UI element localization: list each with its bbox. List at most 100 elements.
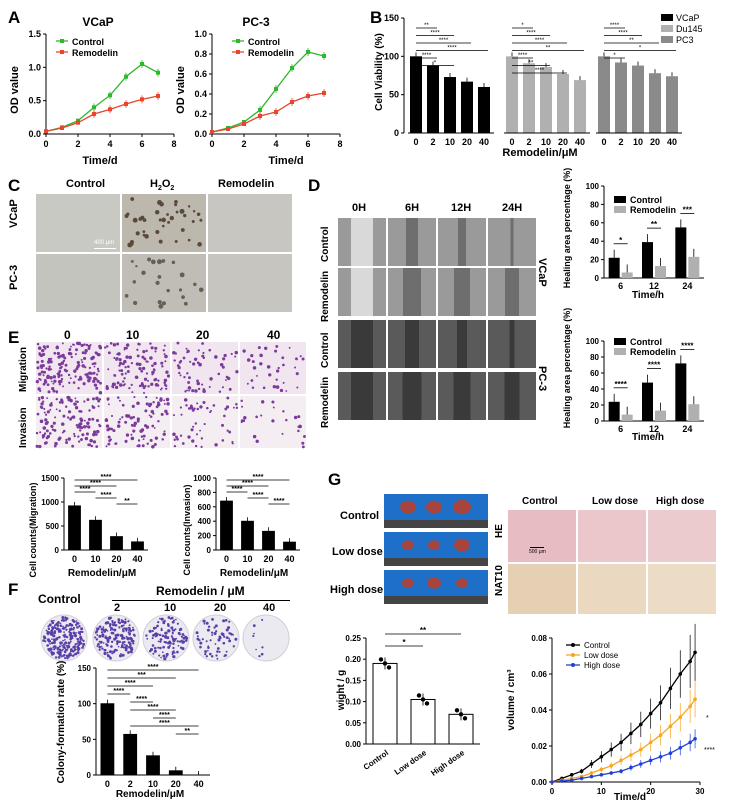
cell-dot — [234, 350, 239, 355]
bar-remodelin — [655, 266, 666, 278]
colony-dot — [73, 632, 76, 635]
y-axis-label: volume / cm³ — [506, 669, 517, 731]
sig-label: * — [619, 236, 623, 245]
colony-dot — [113, 637, 117, 641]
colony-dot — [98, 640, 101, 643]
colony-dot — [97, 627, 100, 631]
y-tick-label: 50 — [82, 735, 91, 744]
cell-dot — [242, 419, 246, 423]
cell-dot — [65, 369, 68, 373]
cell-dot — [76, 400, 79, 404]
cell-dot — [193, 357, 198, 361]
colony-dot — [50, 631, 53, 634]
cell-dot — [226, 396, 230, 400]
cell-dot — [84, 373, 87, 376]
colony-dot — [61, 615, 65, 619]
cell-dot — [82, 382, 86, 386]
cell-dot — [174, 352, 178, 355]
scratch-image — [388, 372, 436, 420]
c-row-pc3: PC-3 — [8, 264, 20, 290]
cell-dot — [87, 417, 91, 421]
colony-dot — [154, 635, 157, 638]
data-point — [609, 747, 613, 752]
colony-dot — [230, 632, 233, 636]
c-row-vcap: VCaP — [8, 199, 20, 228]
cell-dot — [53, 379, 57, 383]
cell-dot — [66, 416, 70, 419]
cell-dot — [208, 386, 211, 389]
colony-dot — [129, 636, 132, 640]
cell-dot — [47, 390, 51, 394]
cell-dot — [137, 342, 141, 346]
cell-dot — [187, 435, 191, 439]
data-point — [290, 66, 294, 70]
x-tick-label: 2 — [526, 137, 531, 147]
sig-label: **** — [113, 688, 124, 695]
cell-dot — [37, 388, 40, 391]
cell-dot — [162, 432, 166, 436]
colony-dot — [95, 630, 99, 633]
cell-dot — [46, 410, 50, 414]
colony-dot — [78, 640, 82, 644]
cell-dot — [154, 350, 157, 353]
colony-dot — [255, 648, 257, 651]
data-point — [688, 704, 692, 709]
sig-label: * — [613, 53, 616, 59]
colony-dot — [98, 625, 101, 628]
cell-dot — [59, 366, 62, 370]
data-point — [242, 120, 246, 124]
cell-dot — [142, 350, 146, 354]
cell-dot — [140, 435, 144, 438]
cell-dot — [98, 346, 103, 350]
x-tick-label: 6 — [305, 139, 310, 149]
colony-dot — [117, 621, 120, 624]
cell-dot — [281, 356, 285, 360]
cell-dot — [173, 438, 176, 441]
colony-dot — [97, 643, 100, 646]
colony-dot — [109, 616, 113, 619]
colony-dot — [127, 629, 131, 632]
colony-dot — [260, 652, 264, 656]
x-tick-label: 4 — [273, 139, 278, 149]
colony-dot — [49, 647, 53, 651]
colony-dot — [130, 648, 134, 651]
cell-dot — [200, 437, 204, 440]
cell-dot — [65, 438, 68, 442]
colony-dot — [128, 633, 131, 636]
data-point — [306, 50, 310, 54]
cell-dot — [252, 434, 257, 439]
colony-dot — [42, 635, 46, 639]
cell-dot — [54, 416, 57, 419]
tumor — [453, 499, 471, 515]
cell-dot — [107, 403, 110, 406]
panel-letter-a: A — [8, 8, 21, 27]
colony-dot — [124, 618, 127, 621]
colony-dot — [55, 637, 59, 641]
cell-dot — [285, 418, 288, 422]
cell-dot — [77, 378, 81, 381]
colony-dot — [171, 653, 174, 656]
cell-dot — [77, 387, 80, 390]
transwell-image — [172, 342, 238, 394]
cell-dot — [52, 389, 56, 393]
cell-dot — [105, 424, 110, 428]
colony-dot — [49, 632, 53, 636]
cell-dot — [39, 431, 42, 434]
ruler — [384, 520, 488, 528]
x-tick-label: 0 — [413, 137, 418, 147]
cell-dot — [47, 357, 52, 361]
x-tick-label: 2 — [128, 779, 133, 789]
cell-dot — [136, 401, 140, 406]
colony-dot — [114, 636, 118, 640]
colony-dot — [112, 650, 114, 653]
colony-dot — [53, 631, 56, 634]
colony-dot — [63, 653, 66, 657]
colony-dot — [224, 618, 228, 622]
colony-dot — [55, 627, 59, 631]
colony-dot — [48, 623, 52, 627]
tumor — [428, 540, 440, 550]
colony-dot — [164, 641, 168, 644]
cell-dot — [53, 444, 57, 448]
colony-dot — [152, 652, 155, 655]
colony-dot — [164, 634, 168, 638]
